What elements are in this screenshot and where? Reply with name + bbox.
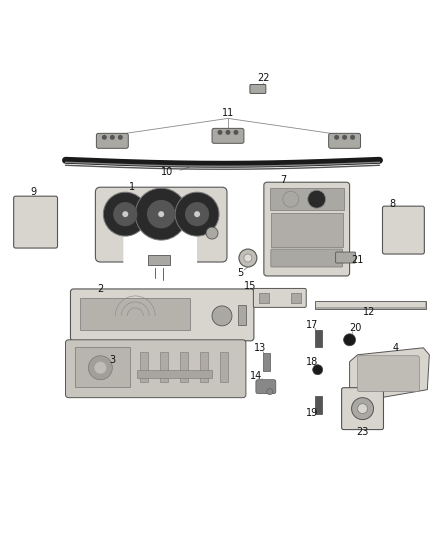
Bar bbox=[180, 352, 188, 382]
FancyBboxPatch shape bbox=[328, 133, 360, 148]
Text: 3: 3 bbox=[109, 355, 115, 365]
Circle shape bbox=[194, 211, 200, 217]
FancyBboxPatch shape bbox=[271, 249, 343, 267]
Text: 2: 2 bbox=[97, 284, 103, 294]
Bar bbox=[238, 305, 246, 325]
FancyBboxPatch shape bbox=[14, 196, 57, 248]
Circle shape bbox=[357, 403, 367, 414]
Circle shape bbox=[244, 254, 252, 262]
FancyBboxPatch shape bbox=[382, 206, 424, 254]
Text: 8: 8 bbox=[389, 199, 396, 209]
FancyBboxPatch shape bbox=[342, 387, 384, 430]
FancyBboxPatch shape bbox=[264, 182, 350, 276]
Text: 21: 21 bbox=[351, 255, 364, 265]
Text: 12: 12 bbox=[364, 307, 376, 317]
Polygon shape bbox=[350, 348, 429, 402]
Bar bbox=[75, 347, 130, 386]
Text: 17: 17 bbox=[306, 320, 318, 330]
Bar bbox=[291, 293, 301, 303]
Circle shape bbox=[206, 227, 218, 239]
Circle shape bbox=[212, 306, 232, 326]
Bar bbox=[140, 352, 148, 382]
Text: 5: 5 bbox=[237, 268, 243, 278]
Bar bbox=[259, 293, 269, 303]
Circle shape bbox=[352, 398, 374, 419]
Text: 19: 19 bbox=[306, 408, 318, 418]
Text: 9: 9 bbox=[31, 187, 37, 197]
Circle shape bbox=[95, 362, 106, 374]
Circle shape bbox=[102, 135, 107, 140]
Circle shape bbox=[113, 202, 138, 226]
Circle shape bbox=[88, 356, 112, 379]
Bar bbox=[271, 213, 343, 247]
Circle shape bbox=[158, 211, 164, 217]
Text: 4: 4 bbox=[392, 343, 399, 353]
Bar bbox=[314, 330, 321, 347]
Text: 14: 14 bbox=[250, 371, 262, 381]
Bar bbox=[220, 352, 228, 382]
Text: 18: 18 bbox=[306, 357, 318, 367]
Circle shape bbox=[239, 249, 257, 267]
Text: 11: 11 bbox=[222, 108, 234, 118]
Bar bbox=[314, 395, 321, 414]
Circle shape bbox=[185, 202, 209, 226]
Text: 20: 20 bbox=[350, 323, 362, 333]
Circle shape bbox=[308, 190, 326, 208]
Bar bbox=[263, 353, 270, 371]
Circle shape bbox=[110, 135, 115, 140]
Circle shape bbox=[118, 135, 123, 140]
Bar bbox=[160, 352, 168, 382]
Circle shape bbox=[267, 389, 273, 394]
FancyBboxPatch shape bbox=[336, 252, 356, 263]
Circle shape bbox=[313, 365, 323, 375]
Text: 22: 22 bbox=[258, 74, 270, 84]
FancyBboxPatch shape bbox=[212, 128, 244, 143]
Circle shape bbox=[334, 135, 339, 140]
Bar bbox=[200, 352, 208, 382]
Bar bbox=[316, 302, 425, 307]
Circle shape bbox=[122, 211, 128, 217]
FancyBboxPatch shape bbox=[71, 289, 254, 341]
Text: 23: 23 bbox=[357, 426, 369, 437]
Circle shape bbox=[283, 191, 299, 207]
Bar bbox=[148, 255, 170, 265]
Text: 15: 15 bbox=[244, 281, 256, 291]
FancyBboxPatch shape bbox=[66, 340, 246, 398]
Bar bbox=[314, 301, 426, 309]
FancyBboxPatch shape bbox=[254, 288, 306, 308]
Bar bbox=[81, 298, 190, 330]
FancyBboxPatch shape bbox=[256, 379, 276, 394]
Circle shape bbox=[343, 334, 356, 346]
Circle shape bbox=[342, 135, 347, 140]
Text: 1: 1 bbox=[129, 182, 135, 192]
Text: 13: 13 bbox=[254, 343, 266, 353]
Circle shape bbox=[226, 130, 230, 135]
Bar bbox=[270, 188, 343, 210]
FancyBboxPatch shape bbox=[250, 84, 266, 93]
FancyBboxPatch shape bbox=[124, 227, 197, 268]
Text: 10: 10 bbox=[161, 167, 173, 177]
FancyBboxPatch shape bbox=[96, 133, 128, 148]
Circle shape bbox=[147, 200, 176, 229]
Circle shape bbox=[233, 130, 238, 135]
Text: 7: 7 bbox=[281, 175, 287, 185]
FancyBboxPatch shape bbox=[95, 187, 227, 262]
Circle shape bbox=[218, 130, 223, 135]
FancyBboxPatch shape bbox=[357, 356, 419, 392]
Circle shape bbox=[175, 192, 219, 236]
Circle shape bbox=[350, 135, 355, 140]
Circle shape bbox=[135, 188, 187, 240]
Bar bbox=[137, 370, 212, 378]
Circle shape bbox=[103, 192, 147, 236]
